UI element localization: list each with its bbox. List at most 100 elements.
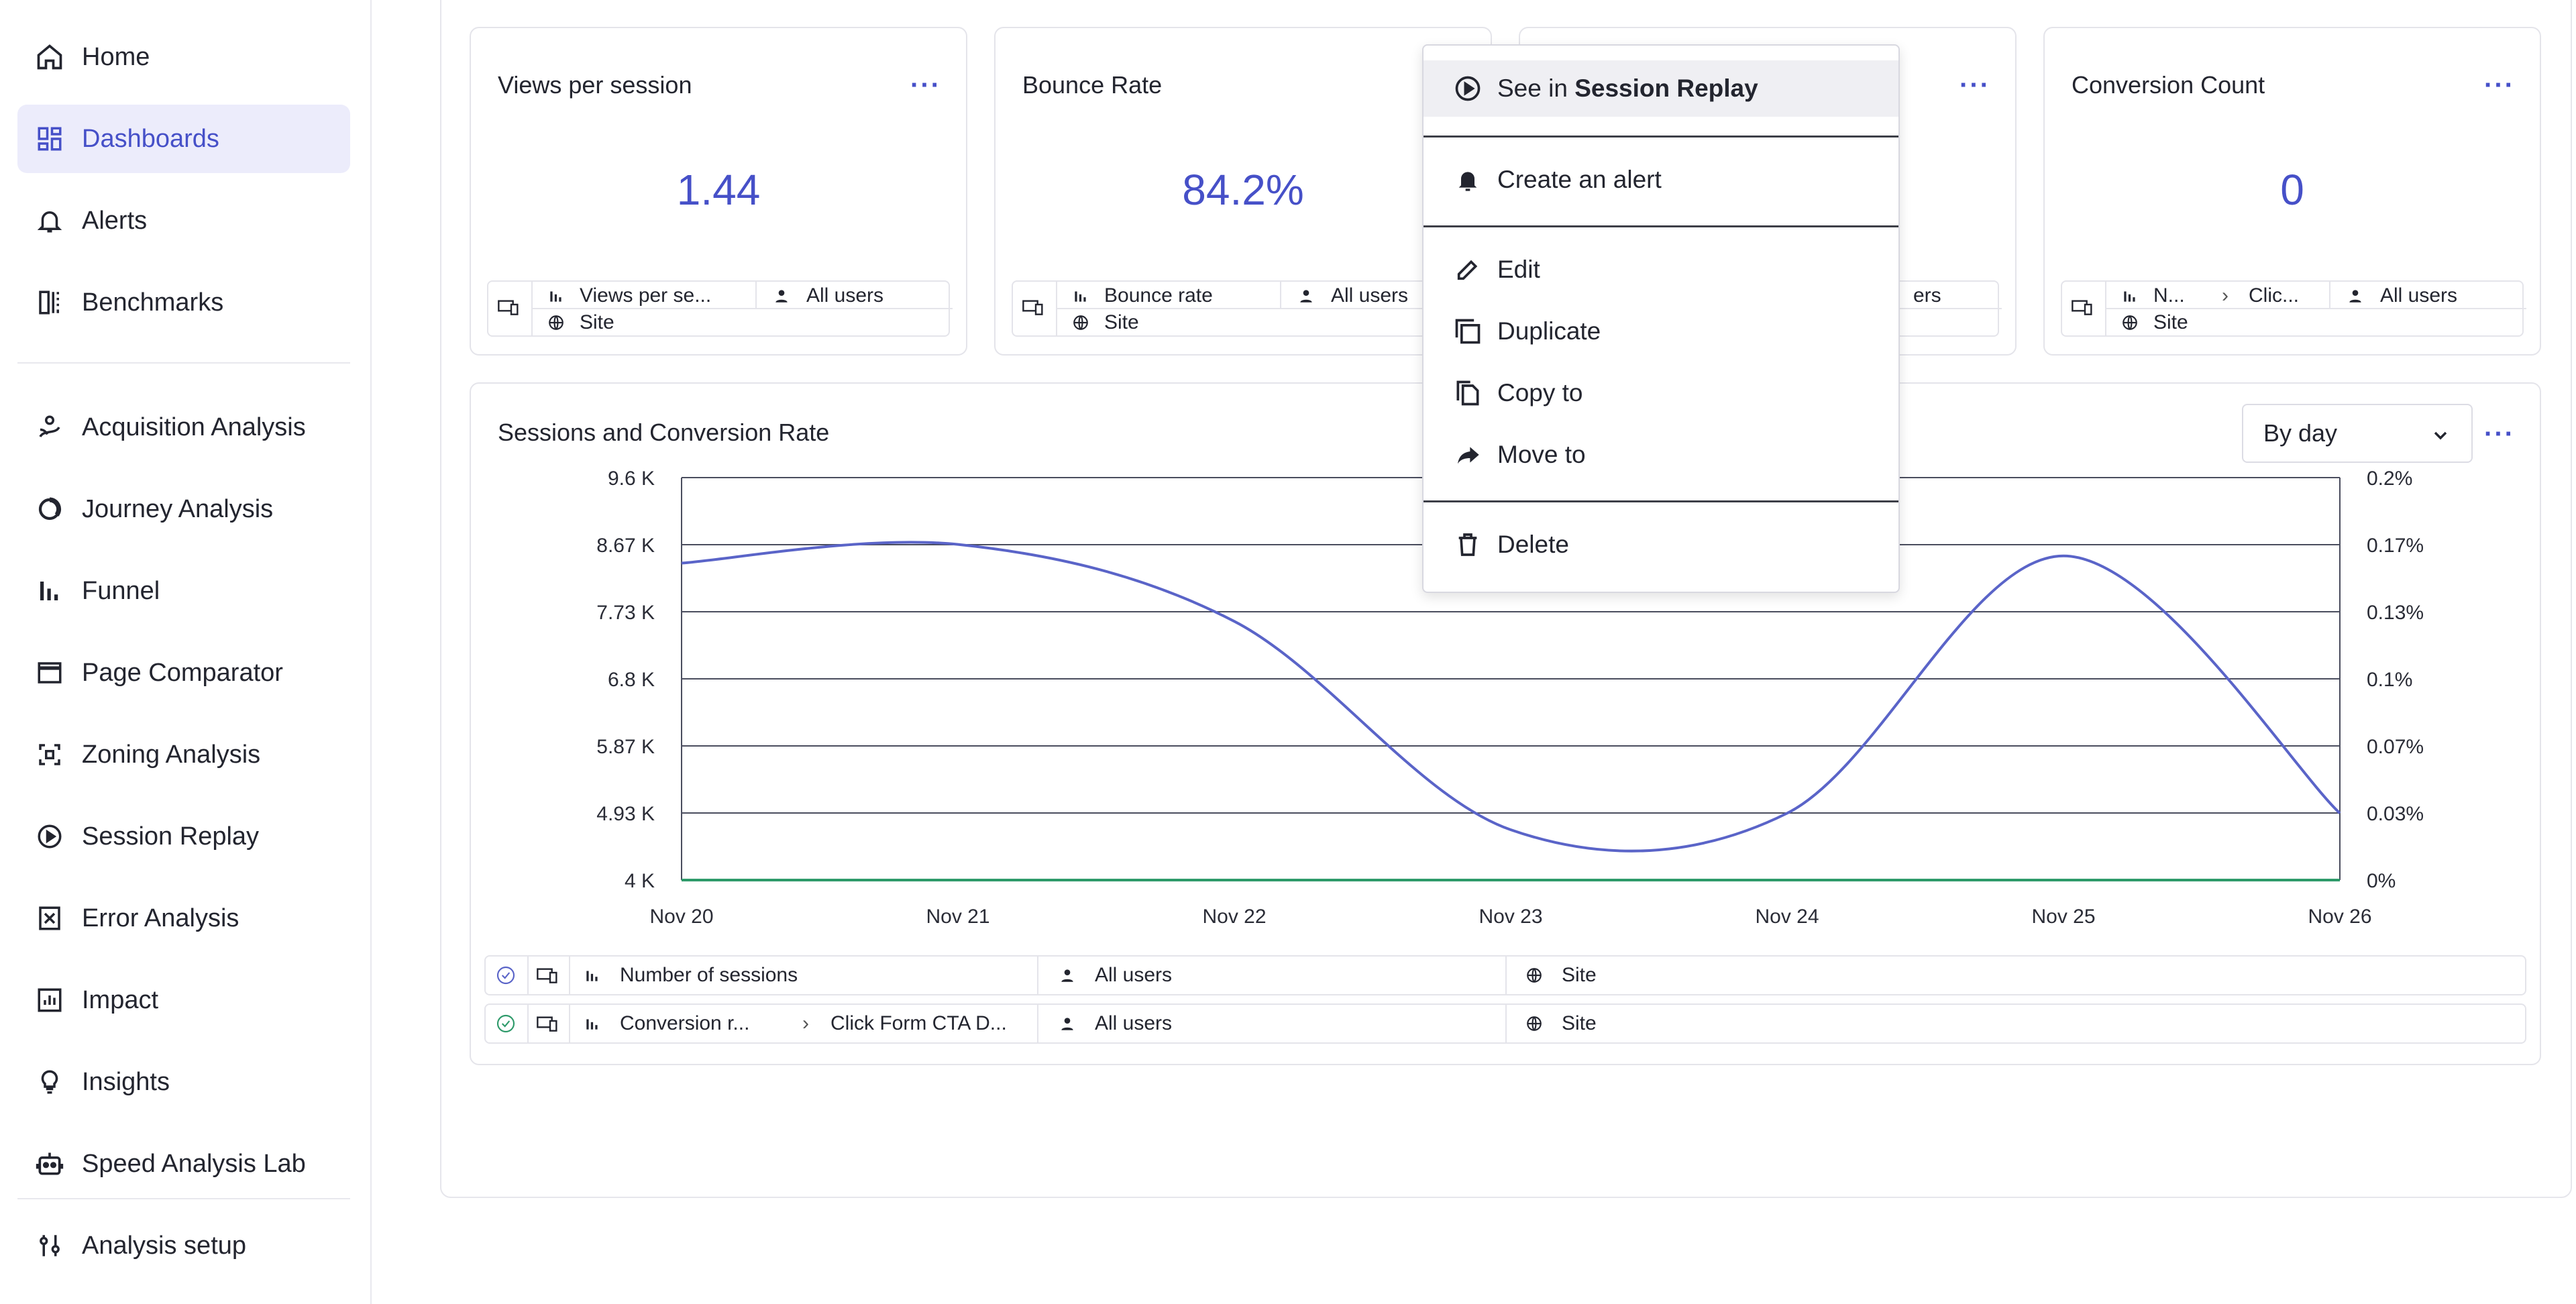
play-circle-icon bbox=[1450, 71, 1485, 106]
menu-item-move-to[interactable]: Move to bbox=[1424, 427, 1898, 483]
sidebar-item-label: Analysis setup bbox=[82, 1231, 247, 1260]
sidebar-divider bbox=[17, 1198, 350, 1199]
menu-item-duplicate[interactable]: Duplicate bbox=[1424, 303, 1898, 360]
more-options-button[interactable]: ··· bbox=[906, 68, 946, 102]
sidebar-item-error-analysis[interactable]: Error Analysis bbox=[17, 884, 350, 953]
menu-item-label: Create an alert bbox=[1497, 166, 1662, 193]
page-comparator-icon bbox=[32, 655, 67, 690]
sidebar-item-home[interactable]: Home bbox=[17, 23, 350, 91]
menu-item-label: Copy to bbox=[1497, 379, 1583, 406]
impact-icon bbox=[32, 983, 67, 1018]
menu-item-label-bold: Session Replay bbox=[1574, 74, 1758, 102]
kpi-value: 0 bbox=[2280, 166, 2304, 214]
check-circle-icon bbox=[495, 957, 517, 994]
x-tick-label: Nov 24 bbox=[1755, 906, 1819, 928]
sidebar-item-analysis-setup[interactable]: Analysis setup bbox=[17, 1211, 350, 1280]
x-tick-label: Nov 26 bbox=[2308, 906, 2371, 928]
metric-label: N... bbox=[2153, 284, 2185, 307]
sidebar-item-acquisition-analysis[interactable]: Acquisition Analysis bbox=[17, 393, 350, 461]
y-left-tick-label: 9.6 K bbox=[608, 468, 655, 490]
lightbulb-icon bbox=[32, 1065, 67, 1099]
sidebar-item-label: Benchmarks bbox=[82, 288, 224, 317]
y-left-tick-label: 4.93 K bbox=[596, 803, 655, 825]
kpi-card-bounce-rate: Bounce Rate 84.2% Bounce rate All users … bbox=[994, 27, 1492, 356]
sidebar-item-label: Dashboards bbox=[82, 124, 219, 153]
sidebar-item-insights[interactable]: Insights bbox=[17, 1048, 350, 1116]
sidebar-item-dashboards[interactable]: Dashboards bbox=[17, 105, 350, 173]
x-tick-label: Nov 25 bbox=[2031, 906, 2095, 928]
granularity-value: By day bbox=[2263, 419, 2338, 447]
bar-chart-icon bbox=[547, 287, 565, 305]
kpi-value: 84.2% bbox=[1182, 166, 1304, 214]
bar-chart-icon bbox=[584, 1005, 601, 1042]
sidebar-item-speed-analysis-lab[interactable]: Speed Analysis Lab bbox=[17, 1130, 350, 1198]
segment-label: All users bbox=[806, 284, 884, 307]
more-dots-icon: ··· bbox=[910, 70, 941, 100]
card-title: Sessions and Conversion Rate bbox=[498, 419, 830, 446]
sidebar-item-alerts[interactable]: Alerts bbox=[17, 186, 350, 255]
segment-label: All users bbox=[2380, 284, 2458, 307]
more-options-button[interactable]: ··· bbox=[2479, 417, 2520, 451]
globe-icon bbox=[1072, 314, 1089, 331]
scope-label: Site bbox=[1104, 311, 1139, 333]
x-tick-label: Nov 21 bbox=[926, 906, 989, 928]
segment-label: All users bbox=[1331, 284, 1409, 307]
sidebar-item-impact[interactable]: Impact bbox=[17, 966, 350, 1034]
acquisition-icon bbox=[32, 410, 67, 445]
legend-row-sessions[interactable]: Number of sessions All users Site bbox=[484, 955, 2526, 995]
menu-item-delete[interactable]: Delete bbox=[1424, 517, 1898, 573]
menu-item-see-in-session-replay[interactable]: See in Session Replay bbox=[1424, 60, 1898, 117]
sidebar-item-label: Zoning Analysis bbox=[82, 740, 261, 769]
journey-icon bbox=[32, 492, 67, 527]
menu-item-label: Move to bbox=[1497, 441, 1586, 468]
copy-icon bbox=[1450, 376, 1485, 411]
sidebar-item-zoning-analysis[interactable]: Zoning Analysis bbox=[17, 720, 350, 789]
x-tick-label: Nov 20 bbox=[649, 906, 713, 928]
more-options-button[interactable]: ··· bbox=[2479, 68, 2520, 102]
funnel-icon bbox=[32, 574, 67, 608]
card-title: Conversion Count bbox=[2072, 71, 2265, 99]
sidebar-item-label: Journey Analysis bbox=[82, 494, 274, 523]
legend-goal: Click Form CTA D... bbox=[830, 1012, 1007, 1034]
granularity-select[interactable]: By day bbox=[2242, 404, 2473, 463]
menu-item-label: Delete bbox=[1497, 531, 1569, 558]
sidebar-item-journey-analysis[interactable]: Journey Analysis bbox=[17, 475, 350, 543]
user-icon bbox=[1297, 287, 1315, 305]
menu-item-copy-to[interactable]: Copy to bbox=[1424, 365, 1898, 421]
card-title: Bounce Rate bbox=[1022, 71, 1163, 99]
sidebar-item-funnel[interactable]: Funnel bbox=[17, 557, 350, 625]
metric-tags: Bounce rate All users Site bbox=[1012, 280, 1477, 337]
sliders-icon bbox=[32, 1228, 67, 1263]
chevron-right-icon: › bbox=[802, 1012, 809, 1034]
menu-divider bbox=[1424, 500, 1898, 502]
sidebar-item-label: Impact bbox=[82, 985, 159, 1014]
more-options-button[interactable]: ··· bbox=[1955, 68, 1995, 102]
menu-item-create-alert[interactable]: Create an alert bbox=[1424, 152, 1898, 208]
sidebar-divider bbox=[17, 362, 350, 364]
sidebar-item-benchmarks[interactable]: Benchmarks bbox=[17, 268, 350, 337]
device-icon bbox=[537, 957, 558, 994]
device-icon bbox=[1022, 298, 1044, 317]
kpi-card-views-per-session: Views per session ··· 1.44 Views per se.… bbox=[470, 27, 967, 356]
menu-item-edit[interactable]: Edit bbox=[1424, 241, 1898, 298]
scope-label: Site bbox=[580, 311, 614, 333]
y-left-tick-label: 7.73 K bbox=[596, 602, 655, 624]
metric-tags: N... › Clic... All users Site bbox=[2061, 280, 2526, 337]
sidebar-item-label: Home bbox=[82, 42, 150, 71]
bar-chart-icon bbox=[1072, 287, 1089, 305]
dashboard-icon bbox=[32, 121, 67, 156]
share-arrow-icon bbox=[1450, 437, 1485, 472]
legend-segment: All users bbox=[1095, 964, 1173, 986]
sidebar-item-page-comparator[interactable]: Page Comparator bbox=[17, 639, 350, 707]
check-circle-icon bbox=[495, 1005, 517, 1042]
legend-row-conversion[interactable]: Conversion r... › Click Form CTA D... Al… bbox=[484, 1003, 2526, 1044]
metric-label: Bounce rate bbox=[1104, 284, 1213, 307]
y-right-tick-label: 0.17% bbox=[2367, 535, 2424, 557]
benchmark-icon bbox=[32, 285, 67, 320]
series-line bbox=[681, 541, 2341, 853]
kpi-value: 1.44 bbox=[676, 166, 761, 214]
device-icon bbox=[2072, 298, 2093, 317]
sidebar-item-session-replay[interactable]: Session Replay bbox=[17, 802, 350, 871]
error-icon bbox=[32, 901, 67, 936]
context-menu: See in Session Replay Create an alert Ed… bbox=[1422, 44, 1900, 593]
